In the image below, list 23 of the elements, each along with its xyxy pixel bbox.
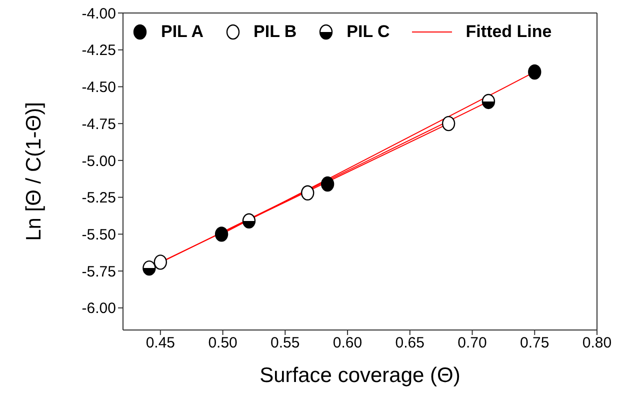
x-tick-label: 0.70 bbox=[458, 334, 487, 352]
x-tick-label: 0.65 bbox=[395, 334, 424, 352]
x-tick-label: 0.55 bbox=[270, 334, 300, 352]
legend-label: PIL A bbox=[161, 22, 204, 42]
y-tick-label: -4.75 bbox=[82, 116, 116, 133]
y-tick-label: -5.75 bbox=[82, 263, 116, 280]
y-tick-label: -6.00 bbox=[82, 300, 116, 318]
y-tick-label: -4.00 bbox=[82, 5, 116, 22]
y-tick-label: -5.00 bbox=[82, 152, 116, 170]
y-tick-label: -5.50 bbox=[82, 226, 116, 244]
y-tick-label: -4.25 bbox=[82, 42, 116, 60]
legend-label: PIL C bbox=[346, 22, 390, 42]
x-tick-label: 0.80 bbox=[582, 334, 612, 352]
y-axis-title: Ln [Θ / C(1-Θ)] bbox=[22, 102, 46, 241]
y-tick-label: -4.50 bbox=[82, 79, 116, 96]
x-tick-label: 0.50 bbox=[208, 334, 238, 352]
x-tick-label: 0.60 bbox=[332, 334, 362, 352]
x-tick-label: 0.45 bbox=[146, 334, 176, 352]
legend-label: PIL B bbox=[254, 22, 297, 42]
x-tick-label: 0.75 bbox=[520, 334, 550, 352]
legend-label: Fitted Line bbox=[466, 22, 552, 42]
y-tick-label: -5.25 bbox=[82, 190, 116, 207]
x-axis-title: Surface coverage (Θ) bbox=[260, 364, 460, 387]
